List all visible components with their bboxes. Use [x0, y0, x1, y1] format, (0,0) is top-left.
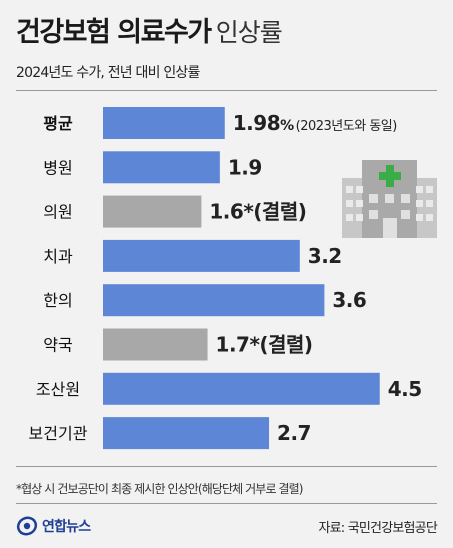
footer-divider [16, 503, 437, 504]
category-label: 약국 [43, 336, 72, 355]
source-text: 자료: 국민건강보험공단 [318, 521, 437, 536]
value-suffix: % [280, 118, 294, 134]
bar [103, 195, 202, 228]
value-label: 4.5 [388, 377, 422, 401]
category-label: 보건기관 [29, 424, 88, 443]
category-label: 한의 [43, 291, 72, 310]
hospital-icon [342, 160, 437, 238]
value-text: 2.7 [277, 421, 311, 445]
top-divider [16, 90, 437, 91]
value-label: 1.9 [228, 155, 262, 179]
value-label: 3.6 [332, 288, 366, 312]
bar-chart: 평균 1.98% (2023년도와 동일) 병원 1.9 의원 1.6*(결렬) 치과 3.2 한… [29, 107, 422, 450]
chart-title: 건강보험 의료수가 인상률 [16, 10, 283, 49]
logo-text: 연합뉴스 [42, 519, 91, 535]
value-text: 3.6 [332, 288, 366, 312]
chart-subtitle: 2024년도 수가, 전년 대비 인상률 [16, 65, 200, 81]
value-text: 1.7*(결렬) [216, 333, 313, 357]
yonhap-logo-icon [16, 516, 38, 536]
category-label: 평균 [43, 114, 73, 133]
category-label: 치과 [43, 247, 73, 266]
title-bold: 건강보험 의료수가 [16, 17, 212, 48]
yonhap-logo: 연합뉴스 [16, 516, 91, 536]
title-light: 인상률 [215, 18, 283, 47]
bar [103, 417, 270, 450]
value-label: 1.6*(결렬) [209, 200, 306, 224]
value-label: 3.2 [308, 244, 342, 268]
bar [103, 372, 380, 405]
value-note: (2023년도와 동일) [296, 119, 397, 134]
bar [103, 284, 325, 317]
value-text: 1.9 [228, 155, 262, 179]
value-text: 1.6*(결렬) [209, 200, 306, 224]
value-text: 4.5 [388, 377, 422, 401]
footnote: *협상 시 건보공단이 최종 제시한 인상안(해당단체 거부로 결렬) [16, 482, 303, 496]
value-label: 2.7 [277, 421, 311, 445]
category-label: 의원 [43, 203, 72, 222]
value-text: 1.98 [233, 111, 280, 135]
value-text: 3.2 [308, 244, 342, 268]
bar [103, 328, 208, 361]
category-label: 병원 [43, 158, 72, 177]
bar [103, 239, 300, 272]
category-label: 조산원 [36, 380, 80, 399]
bar [103, 107, 225, 139]
bottom-divider [16, 466, 437, 467]
value-label: 1.7*(결렬) [216, 333, 313, 357]
value-label: 1.98% (2023년도와 동일) [233, 111, 397, 135]
bar [103, 151, 220, 184]
